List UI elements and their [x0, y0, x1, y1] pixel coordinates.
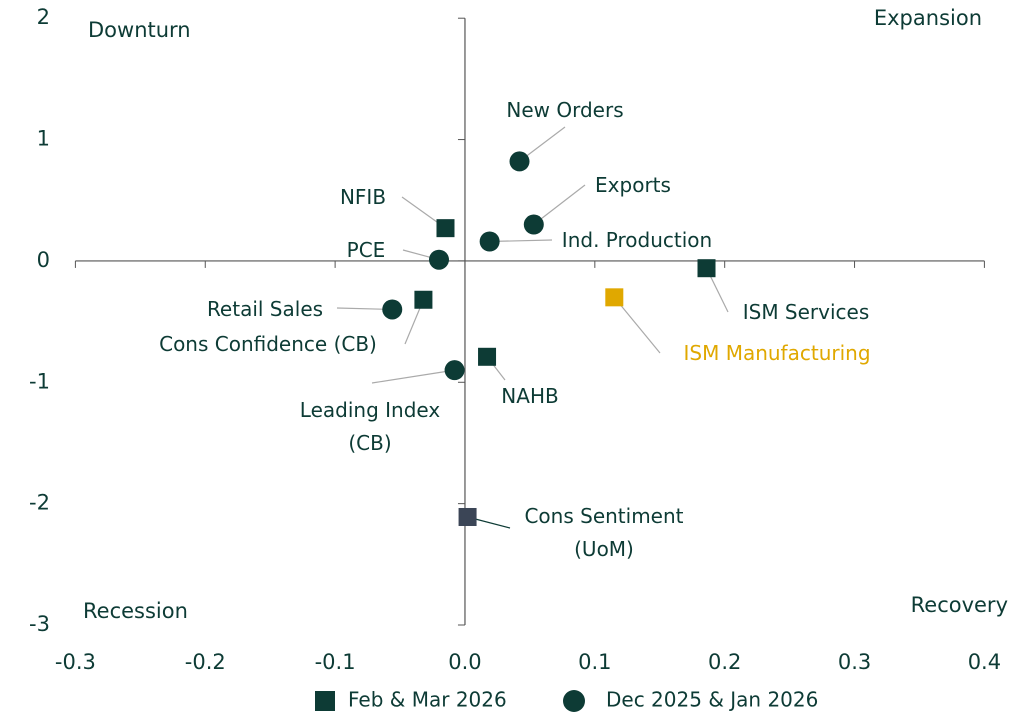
quadrant-label: Downturn [88, 18, 191, 42]
point-label: Retail Sales [206, 297, 324, 321]
point [697, 259, 716, 278]
y-tick-label: 1 [37, 127, 50, 151]
point [382, 299, 403, 320]
x-tick-label: -0.3 [55, 650, 96, 674]
leader-line [489, 239, 553, 243]
legend-marker [563, 690, 585, 712]
point-label: NFIB [339, 185, 387, 209]
legend-label: Dec 2025 & Jan 2026 [606, 688, 818, 712]
legend-label: Feb & Mar 2026 [348, 688, 507, 712]
y-tick-label: -1 [29, 369, 50, 393]
point-label: Cons Sentiment (UoM) [524, 504, 684, 561]
point-label: NAHB [501, 384, 559, 408]
y-tick-label: -2 [29, 491, 50, 515]
y-tick-label: 2 [37, 5, 50, 29]
x-tick-label: 0.1 [578, 650, 611, 674]
y-tick-label: 0 [37, 248, 50, 272]
point [523, 214, 544, 235]
point [429, 249, 449, 270]
x-tick-label: 0.2 [708, 650, 741, 674]
legend-marker [315, 691, 335, 711]
point [478, 347, 497, 366]
x-tick-label: 0.0 [448, 650, 481, 674]
quadrant-label: Expansion [874, 6, 982, 30]
point [509, 151, 530, 172]
point-label: Cons Confidence (CB) [159, 332, 377, 356]
point [436, 219, 455, 238]
point [479, 231, 500, 252]
y-tick-label: -3 [29, 612, 50, 636]
x-tick-label: 0.4 [968, 650, 1001, 674]
quadrant-label: Recession [83, 599, 188, 623]
point-label: ISM Services [742, 300, 870, 324]
point-label: PCE [346, 238, 386, 262]
point [458, 507, 477, 526]
leader-line [533, 184, 586, 225]
leader-line [613, 296, 661, 354]
point [605, 288, 624, 307]
point-label: Exports [595, 173, 671, 197]
point-label: ISM Manufacturing [683, 341, 871, 365]
point-label: Leading Index (CB) [299, 398, 441, 455]
x-tick-label: -0.1 [315, 650, 356, 674]
leader-line [371, 369, 455, 384]
point-label: New Orders [506, 98, 624, 122]
x-tick-label: -0.2 [185, 650, 226, 674]
quadrant-label: Recovery [911, 593, 1008, 617]
point [444, 360, 465, 381]
point-label: Ind. Production [561, 228, 713, 252]
x-tick-label: 0.3 [838, 650, 871, 674]
point [414, 290, 433, 309]
